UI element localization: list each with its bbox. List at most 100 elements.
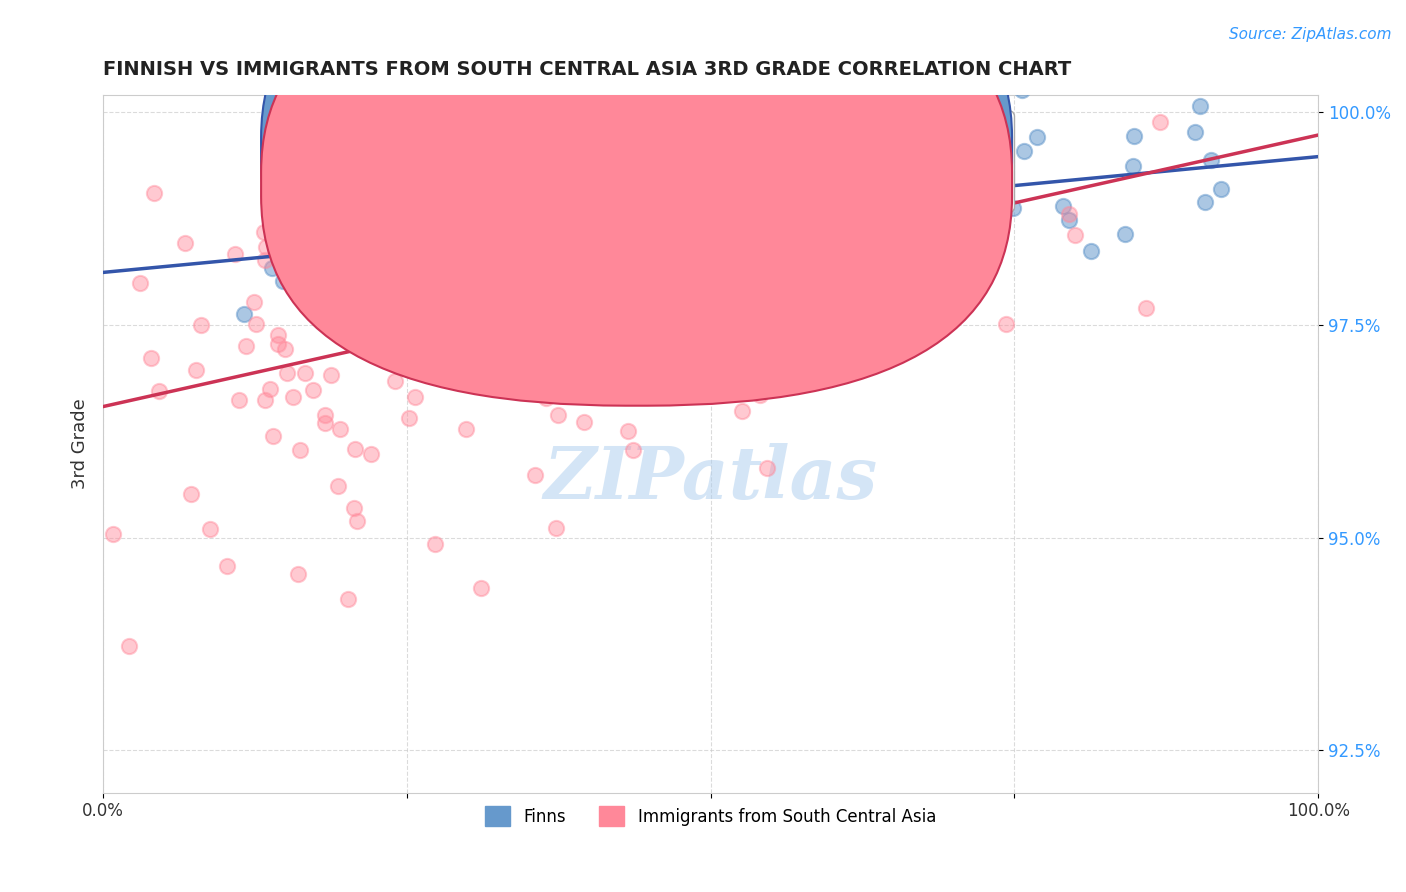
- Point: [562, 166, 585, 180]
- Point: [634, 242, 657, 256]
- Point: [148, 384, 170, 399]
- Point: [233, 307, 256, 321]
- Text: FINNISH VS IMMIGRANTS FROM SOUTH CENTRAL ASIA 3RD GRADE CORRELATION CHART: FINNISH VS IMMIGRANTS FROM SOUTH CENTRAL…: [103, 60, 1071, 78]
- Point: [524, 237, 547, 252]
- Point: [945, 284, 967, 298]
- Point: [817, 230, 839, 244]
- Point: [599, 203, 621, 218]
- FancyBboxPatch shape: [262, 0, 1012, 406]
- Point: [839, 232, 862, 246]
- Point: [314, 416, 336, 430]
- Point: [575, 202, 598, 216]
- Point: [808, 126, 831, 140]
- Point: [792, 186, 814, 201]
- Point: [370, 242, 392, 256]
- Text: R = 0.500   N =  94: R = 0.500 N = 94: [650, 135, 856, 153]
- Point: [454, 422, 477, 436]
- Point: [534, 4, 557, 18]
- Point: [361, 219, 384, 233]
- Point: [392, 230, 415, 244]
- Point: [287, 566, 309, 581]
- Point: [101, 526, 124, 541]
- Point: [744, 355, 766, 369]
- Point: [749, 388, 772, 402]
- Point: [200, 522, 222, 536]
- Point: [294, 366, 316, 380]
- Point: [217, 558, 239, 573]
- Point: [949, 99, 972, 113]
- Point: [440, 268, 463, 283]
- Point: [474, 292, 496, 306]
- Point: [679, 195, 702, 210]
- Point: [408, 262, 430, 277]
- Point: [818, 170, 841, 185]
- Point: [385, 225, 408, 239]
- Point: [415, 219, 437, 233]
- Legend: Finns, Immigrants from South Central Asia: Finns, Immigrants from South Central Asi…: [478, 799, 943, 833]
- Point: [343, 442, 366, 456]
- Point: [502, 163, 524, 178]
- Point: [1052, 199, 1074, 213]
- Point: [271, 274, 294, 288]
- Point: [404, 390, 426, 404]
- Point: [718, 233, 741, 247]
- Point: [967, 222, 990, 236]
- Point: [413, 197, 436, 211]
- Point: [190, 318, 212, 333]
- Point: [547, 408, 569, 422]
- Point: [419, 246, 441, 260]
- Point: [980, 200, 1002, 214]
- Point: [423, 537, 446, 551]
- Point: [912, 230, 935, 244]
- Point: [844, 241, 866, 255]
- Point: [398, 411, 420, 425]
- Point: [869, 295, 891, 310]
- Point: [413, 290, 436, 304]
- Point: [404, 356, 426, 370]
- Point: [328, 478, 350, 492]
- Point: [325, 284, 347, 298]
- Point: [938, 219, 960, 234]
- Point: [820, 234, 842, 248]
- Point: [938, 94, 960, 108]
- Point: [657, 218, 679, 232]
- Point: [770, 47, 793, 62]
- Point: [803, 233, 825, 247]
- Point: [482, 346, 505, 360]
- Point: [647, 161, 669, 176]
- Point: [945, 165, 967, 179]
- Point: [479, 265, 502, 279]
- Point: [326, 238, 349, 252]
- Point: [613, 217, 636, 231]
- Point: [865, 264, 887, 278]
- Point: [613, 285, 636, 300]
- Point: [505, 321, 527, 335]
- Point: [810, 218, 832, 232]
- Point: [253, 225, 276, 239]
- Point: [835, 146, 858, 161]
- Point: [605, 113, 627, 128]
- Point: [228, 392, 250, 407]
- Point: [432, 274, 454, 288]
- Point: [538, 277, 561, 292]
- Point: [499, 123, 522, 137]
- Point: [343, 501, 366, 516]
- Point: [1011, 83, 1033, 97]
- Point: [624, 204, 647, 219]
- Point: [395, 281, 418, 295]
- Point: [617, 218, 640, 232]
- FancyBboxPatch shape: [262, 0, 1012, 371]
- Point: [319, 368, 342, 382]
- Point: [783, 227, 806, 242]
- Point: [555, 263, 578, 277]
- Point: [398, 235, 420, 249]
- Point: [1122, 128, 1144, 143]
- Point: [866, 234, 889, 248]
- Point: [955, 100, 977, 114]
- Point: [186, 362, 208, 376]
- Point: [803, 249, 825, 263]
- Point: [730, 326, 752, 340]
- Point: [378, 286, 401, 301]
- Point: [953, 295, 976, 310]
- Point: [1080, 244, 1102, 259]
